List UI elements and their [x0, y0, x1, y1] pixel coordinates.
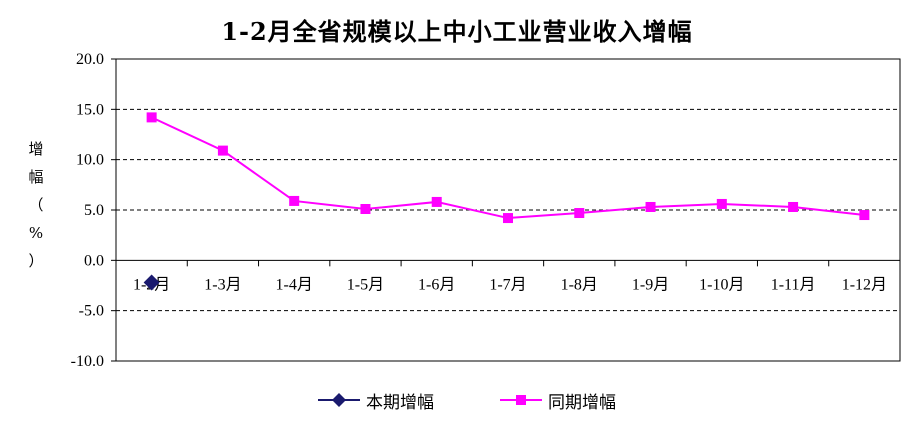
- x-tick-label: 1-12月: [842, 276, 887, 293]
- data-point-square: [859, 210, 870, 221]
- x-tick-label: 1-7月: [489, 276, 526, 293]
- legend-label-current: 本期增幅: [366, 392, 434, 413]
- legend-label-previous: 同期增幅: [548, 392, 616, 413]
- y-axis-label-char: 增: [28, 140, 44, 158]
- data-point-square: [645, 201, 656, 212]
- y-tick-label: 5.0: [84, 202, 104, 219]
- data-point-square: [146, 112, 157, 123]
- x-tick-label: 1-9月: [632, 276, 669, 293]
- legend-item-current: 本期增幅: [318, 386, 434, 414]
- y-axis-label: 增幅 （% ）: [24, 135, 48, 275]
- chart-legend: 本期增幅 同期增幅: [0, 386, 914, 414]
- data-point-diamond: [143, 274, 160, 291]
- data-point-square: [716, 198, 727, 209]
- data-point-square: [574, 208, 585, 219]
- y-tick-label: -5.0: [79, 303, 104, 320]
- data-point-square: [289, 195, 300, 206]
- diamond-marker-icon: [318, 393, 360, 407]
- y-tick-label: 15.0: [76, 101, 104, 118]
- data-point-square: [788, 201, 799, 212]
- x-tick-label: 1-11月: [771, 276, 816, 293]
- y-axis-label-char: ）: [28, 252, 44, 270]
- y-tick-label: 10.0: [76, 152, 104, 169]
- legend-item-previous: 同期增幅: [500, 386, 616, 414]
- y-tick-label: 0.0: [84, 252, 104, 269]
- data-point-square: [431, 196, 442, 207]
- x-tick-label: 1-3月: [204, 276, 241, 293]
- chart-title: 1-2月全省规模以上中小工业营业收入增幅: [221, 17, 693, 46]
- y-axis-label-char: （: [28, 196, 44, 214]
- square-marker-icon: [500, 395, 542, 405]
- y-tick-label: 20.0: [76, 51, 104, 68]
- y-axis-label-char: %: [28, 224, 44, 242]
- x-tick-label: 1-4月: [276, 276, 313, 293]
- x-tick-label: 1-8月: [561, 276, 598, 293]
- y-tick-label: -10.0: [71, 353, 104, 370]
- x-tick-label: 1-5月: [347, 276, 384, 293]
- x-tick-label: 1-6月: [418, 276, 455, 293]
- data-point-square: [217, 145, 228, 156]
- data-point-square: [503, 213, 513, 224]
- x-tick-label: 1-10月: [699, 276, 744, 293]
- y-axis-label-char: 幅: [28, 168, 44, 186]
- data-point-square: [360, 203, 371, 214]
